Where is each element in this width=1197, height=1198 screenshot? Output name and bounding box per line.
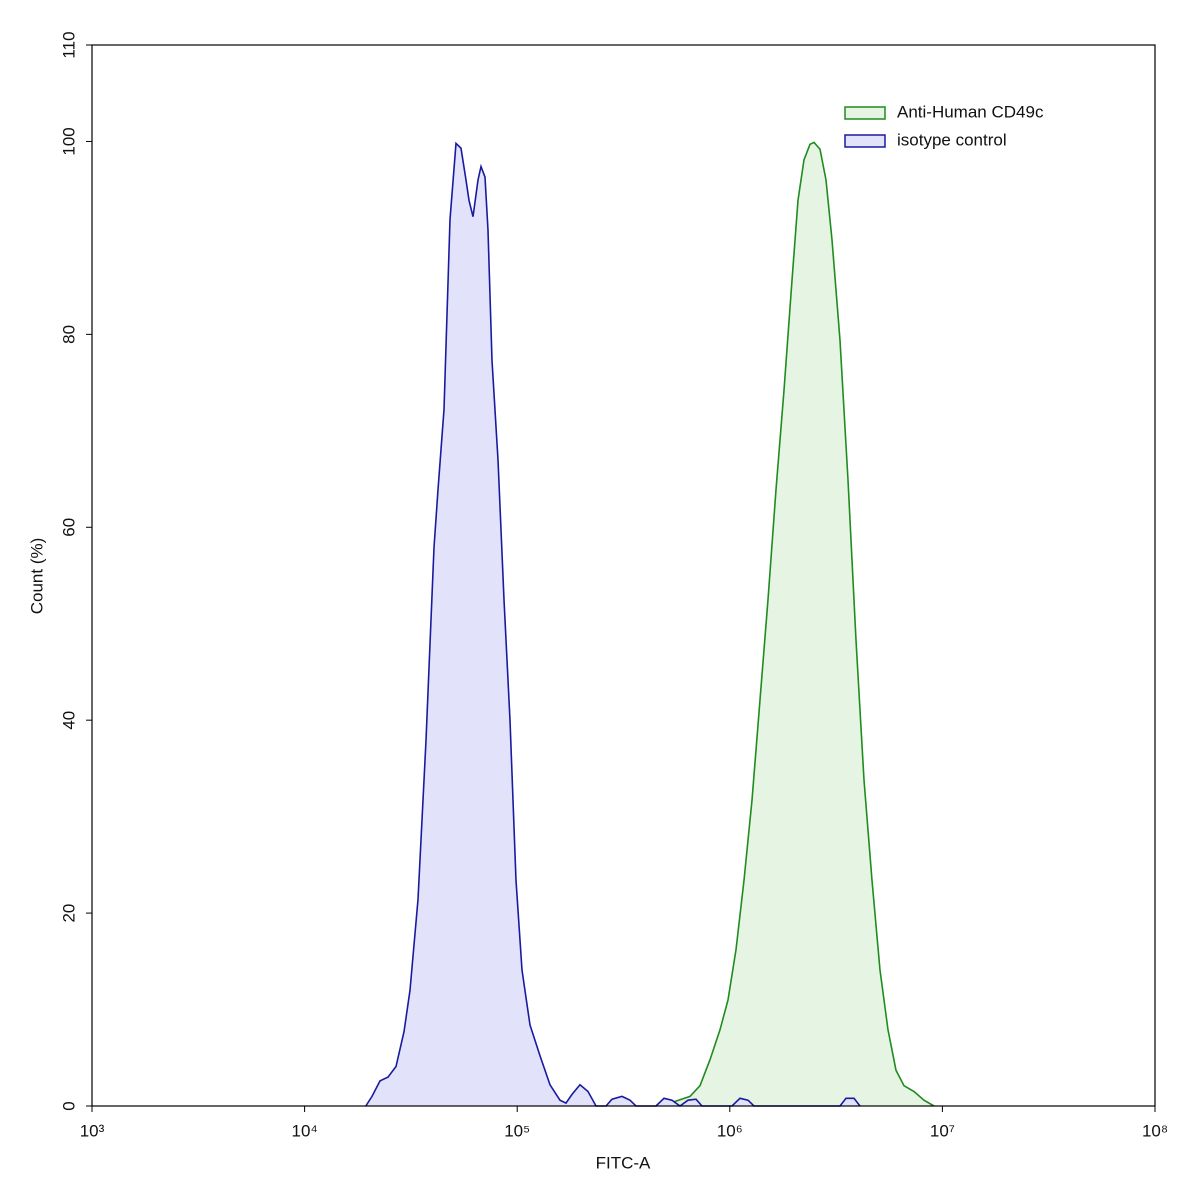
x-tick-label: 10⁷ bbox=[930, 1121, 955, 1140]
series-area bbox=[656, 142, 934, 1106]
plot-frame bbox=[91, 44, 1156, 1107]
x-tick-label: 10⁴ bbox=[291, 1121, 317, 1140]
x-tick-label: 10⁶ bbox=[717, 1121, 743, 1140]
series-line bbox=[365, 141, 861, 1107]
x-axis-label: FITC-A bbox=[596, 1153, 651, 1172]
y-tick-label: 110 bbox=[59, 31, 78, 58]
y-tick-label: 80 bbox=[59, 325, 78, 344]
y-tick-label: 0 bbox=[59, 1101, 78, 1110]
legend-label: isotype control bbox=[897, 130, 1007, 149]
x-tick-label: 10⁸ bbox=[1142, 1121, 1168, 1140]
series-line bbox=[655, 141, 935, 1107]
y-tick-label: 100 bbox=[59, 127, 78, 155]
x-tick-label: 10⁵ bbox=[504, 1121, 530, 1140]
y-axis-label: Count (%) bbox=[27, 538, 46, 615]
y-tick-label: 20 bbox=[59, 904, 78, 923]
series-area bbox=[365, 143, 860, 1106]
y-tick-label: 60 bbox=[59, 518, 78, 537]
y-tick-label: 40 bbox=[59, 711, 78, 730]
legend-swatch bbox=[844, 134, 886, 148]
x-tick-label: 10³ bbox=[80, 1121, 105, 1140]
legend-label: Anti-Human CD49c bbox=[897, 102, 1044, 121]
legend-swatch bbox=[844, 106, 886, 120]
